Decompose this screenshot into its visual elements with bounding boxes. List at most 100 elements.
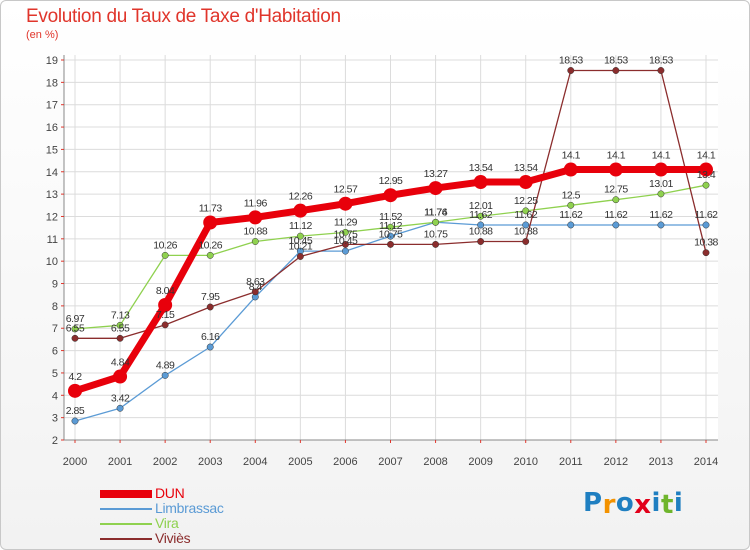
data-point xyxy=(293,203,308,218)
data-label: 11.62 xyxy=(695,209,719,221)
data-point xyxy=(702,181,710,189)
data-label: 6.55 xyxy=(66,322,85,334)
data-label: 11.62 xyxy=(604,209,628,221)
data-point xyxy=(341,228,349,236)
data-label: 10.75 xyxy=(379,228,403,240)
y-tick-label: 19 xyxy=(46,55,58,67)
data-point xyxy=(522,238,530,245)
data-label: 13.54 xyxy=(469,162,493,174)
chart-subtitle: (en %) xyxy=(26,29,59,41)
legend-label: Vira xyxy=(155,515,179,531)
data-label: 11.73 xyxy=(199,203,223,215)
data-label: 14.1 xyxy=(697,150,716,162)
data-label: 18.53 xyxy=(559,55,583,67)
data-label: 2.85 xyxy=(66,405,85,417)
legend-swatch xyxy=(100,490,152,498)
data-point xyxy=(387,232,394,240)
data-point xyxy=(477,221,485,229)
data-point xyxy=(608,162,623,177)
data-label: 11.62 xyxy=(514,209,538,221)
data-label: 14.1 xyxy=(607,150,626,162)
logo-letter: i xyxy=(673,488,684,518)
data-point xyxy=(206,303,214,311)
legend-swatch xyxy=(100,523,152,525)
y-tick-label: 10 xyxy=(46,256,58,268)
data-point xyxy=(161,371,169,379)
data-point xyxy=(341,247,349,255)
data-point xyxy=(251,288,259,296)
data-point xyxy=(612,196,620,204)
proxiti-logo: Proxiti xyxy=(583,488,684,520)
data-label: 6.16 xyxy=(201,331,220,343)
data-point xyxy=(71,334,79,342)
data-label: 12.01 xyxy=(469,200,493,212)
data-point xyxy=(116,321,124,329)
data-label: 12.5 xyxy=(562,189,581,201)
data-label: 12.57 xyxy=(334,184,358,196)
x-tick-label: 2005 xyxy=(288,456,312,468)
data-point xyxy=(567,201,575,209)
data-point xyxy=(161,321,169,329)
data-label: 13.54 xyxy=(514,162,538,174)
data-label: 10.75 xyxy=(334,228,358,240)
legend-item: Viviès xyxy=(100,530,300,546)
data-point xyxy=(248,210,263,225)
data-point xyxy=(432,218,440,226)
data-point xyxy=(702,249,710,257)
data-label: 10.88 xyxy=(469,226,493,238)
data-point xyxy=(387,223,394,231)
data-label: 7.15 xyxy=(156,309,175,321)
x-tick-label: 2008 xyxy=(423,456,447,468)
x-tick-label: 2010 xyxy=(513,456,537,468)
data-point xyxy=(113,369,128,384)
y-tick-label: 7 xyxy=(52,323,58,335)
data-point xyxy=(657,190,665,198)
data-label: 8.63 xyxy=(246,276,265,288)
data-point xyxy=(567,221,575,229)
data-point xyxy=(296,253,304,260)
data-point xyxy=(341,240,349,248)
data-point xyxy=(473,175,488,190)
data-label: 18.53 xyxy=(649,55,673,67)
y-tick-label: 2 xyxy=(52,435,58,447)
data-label: 3.42 xyxy=(111,392,130,404)
y-tick-label: 8 xyxy=(52,301,58,313)
data-label: 8.04 xyxy=(156,285,175,297)
data-point xyxy=(702,221,710,229)
data-label: 11.62 xyxy=(559,209,583,221)
data-label: 14.1 xyxy=(652,150,671,162)
data-point xyxy=(653,162,668,177)
x-tick-label: 2000 xyxy=(63,456,87,468)
y-tick-label: 14 xyxy=(46,167,58,179)
data-label: 10.88 xyxy=(243,226,267,238)
y-tick-label: 6 xyxy=(52,346,58,358)
data-point xyxy=(699,162,713,177)
data-label: 4.89 xyxy=(156,359,175,371)
legend-item: DUN xyxy=(100,485,300,501)
data-point xyxy=(338,196,353,211)
data-point xyxy=(68,383,82,398)
x-tick-label: 2012 xyxy=(604,456,628,468)
data-point xyxy=(206,251,214,259)
data-label: 11.29 xyxy=(334,216,358,228)
y-tick-label: 5 xyxy=(52,368,58,380)
data-label: 12.75 xyxy=(604,184,628,196)
data-point xyxy=(477,212,485,220)
y-tick-label: 16 xyxy=(46,122,58,134)
data-point xyxy=(567,67,575,74)
data-point xyxy=(116,334,124,342)
data-point xyxy=(612,67,620,74)
data-label: 14.1 xyxy=(562,150,581,162)
data-point xyxy=(657,67,665,74)
data-point xyxy=(158,297,173,312)
data-label: 12.26 xyxy=(288,191,312,203)
legend-item: Limbrassac xyxy=(100,500,300,516)
data-point xyxy=(563,162,578,177)
y-tick-label: 11 xyxy=(47,234,58,246)
x-tick-label: 2004 xyxy=(243,456,267,468)
logo-letter: x xyxy=(634,490,652,520)
data-label: 11.74 xyxy=(424,206,448,218)
logo-letter: P xyxy=(583,488,603,518)
legend-swatch xyxy=(100,538,152,540)
